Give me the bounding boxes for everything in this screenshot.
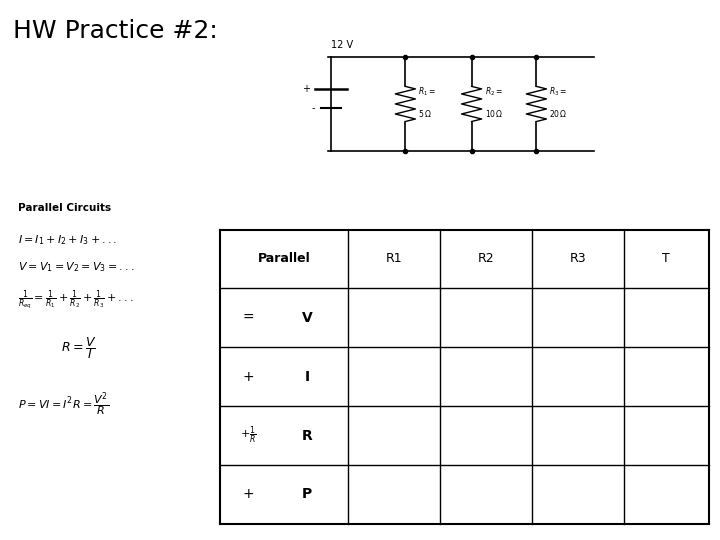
Text: +: + [242, 488, 253, 501]
Text: R: R [302, 429, 312, 442]
Text: R1: R1 [386, 252, 402, 266]
Text: P: P [302, 488, 312, 501]
Text: $+\frac{1}{R}$: $+\frac{1}{R}$ [240, 425, 256, 446]
Text: +: + [302, 84, 310, 94]
Text: $\frac{1}{R_{eq}} = \frac{1}{R_1} + \frac{1}{R_2} + \frac{1}{R_3} + ...$: $\frac{1}{R_{eq}} = \frac{1}{R_1} + \fra… [18, 288, 134, 312]
Text: +: + [242, 370, 253, 383]
Text: T: T [662, 252, 670, 266]
Text: $R_3=$: $R_3=$ [549, 86, 567, 98]
Text: $R = \dfrac{V}{I}$: $R = \dfrac{V}{I}$ [61, 335, 96, 361]
Text: $V = V_1 = V_2 = V_3 = ...$: $V = V_1 = V_2 = V_3 = ...$ [18, 260, 135, 274]
Text: $10\,\Omega$: $10\,\Omega$ [485, 108, 503, 119]
Text: R3: R3 [570, 252, 586, 266]
Text: =: = [242, 311, 253, 325]
Text: $I = I_1 + I_2 + I_3 + ...$: $I = I_1 + I_2 + I_3 + ...$ [18, 233, 117, 247]
Text: $P = VI = I^2R = \dfrac{V^2}{R}$: $P = VI = I^2R = \dfrac{V^2}{R}$ [18, 391, 109, 419]
Text: Parallel Circuits: Parallel Circuits [18, 203, 111, 213]
Text: Parallel: Parallel [258, 252, 310, 266]
Text: $R_2=$: $R_2=$ [485, 86, 503, 98]
Text: -: - [312, 104, 315, 113]
Text: HW Practice #2:: HW Practice #2: [13, 19, 217, 43]
Text: R2: R2 [477, 252, 494, 266]
Text: $R_1=$: $R_1=$ [418, 86, 436, 98]
Text: $20\,\Omega$: $20\,\Omega$ [549, 108, 568, 119]
Text: I: I [305, 370, 310, 383]
Text: V: V [302, 311, 312, 325]
Text: $5\,\Omega$: $5\,\Omega$ [418, 108, 432, 119]
Text: 12 V: 12 V [331, 40, 354, 50]
